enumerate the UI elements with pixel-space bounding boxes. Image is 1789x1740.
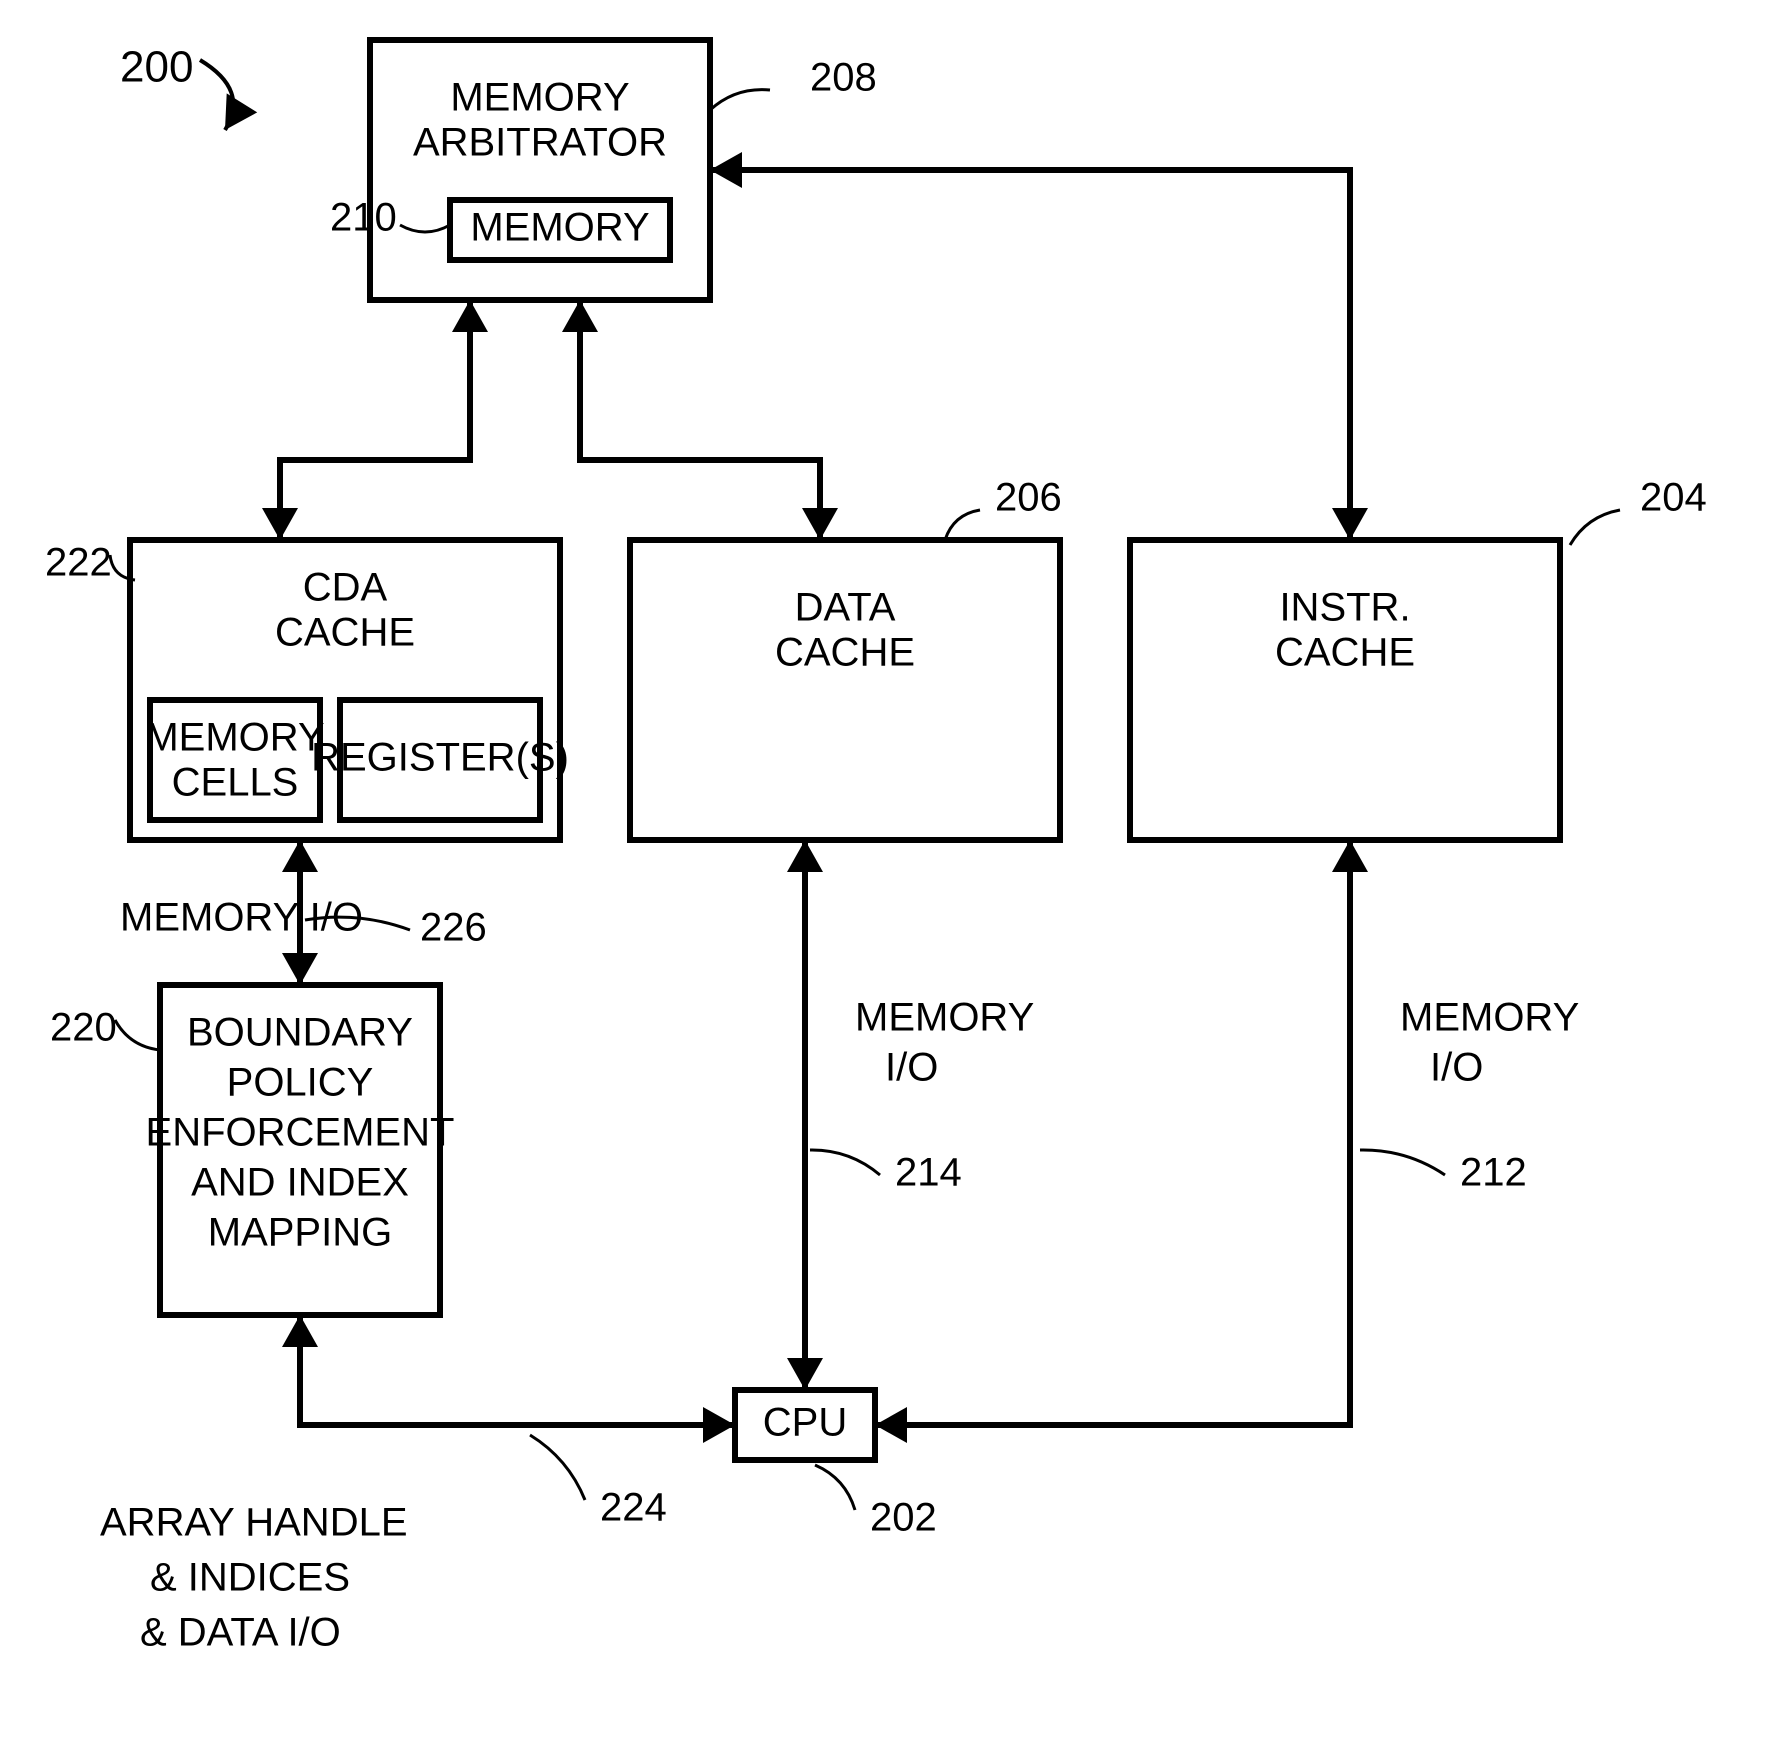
leader-l220 [115,1020,160,1050]
bpe-label-0: BOUNDARY [187,1011,413,1055]
label-l204: 204 [1640,476,1707,520]
leader-l214 [810,1150,880,1175]
label-lmio1: MEMORY I/O [120,896,363,940]
label-lmio2b: I/O [885,1046,938,1090]
dcache-label-0: DATA [795,586,896,630]
label-lmio3a: MEMORY [1400,996,1579,1040]
leader-l204 [1570,510,1620,545]
label-l224: 224 [600,1486,667,1530]
connector-arb-data [580,300,820,540]
connector-bpe-cpu [300,1315,735,1425]
icache-label-1: CACHE [1275,631,1415,675]
label-l212: 212 [1460,1151,1527,1195]
connector-instr-cpu [875,840,1350,1425]
label-lah1: ARRAY HANDLE [100,1501,408,1545]
leader-l224 [530,1435,585,1500]
arb-label-0: MEMORY [450,76,629,120]
label-l222: 222 [45,541,112,585]
mcells-label-0: MEMORY [145,716,324,760]
label-l220: 220 [50,1006,117,1050]
connector-arb-cda [280,300,470,540]
label-l202: 202 [870,1496,937,1540]
label-lah2: & INDICES [150,1556,350,1600]
label-l214: 214 [895,1151,962,1195]
mem-label-0: MEMORY [470,206,649,250]
bpe-label-4: MAPPING [208,1211,392,1255]
label-lmio3b: I/O [1430,1046,1483,1090]
leader-l206 [945,510,980,540]
leader-l202 [815,1465,855,1510]
label-lmio2a: MEMORY [855,996,1034,1040]
mcells-label-1: CELLS [172,761,299,805]
cpu-label-0: CPU [763,1401,847,1445]
label-l226: 226 [420,906,487,950]
label-lah3: & DATA I/O [140,1611,341,1655]
dcache-label-1: CACHE [775,631,915,675]
bpe-label-2: ENFORCEMENT [146,1111,455,1155]
icache-label-0: INSTR. [1279,586,1410,630]
label-l206: 206 [995,476,1062,520]
regs-label-0: REGISTER(S) [311,736,569,780]
bpe-label-1: POLICY [227,1061,374,1105]
bpe-label-3: AND INDEX [191,1161,409,1205]
leader-l208 [710,90,770,110]
label-l208: 208 [810,56,877,100]
figure-number: 200 [120,43,193,92]
leader-l212 [1360,1150,1445,1175]
cda-label-1: CACHE [275,611,415,655]
label-l210: 210 [330,196,397,240]
arb-label-1: ARBITRATOR [413,121,667,165]
cda-label-0: CDA [303,566,388,610]
